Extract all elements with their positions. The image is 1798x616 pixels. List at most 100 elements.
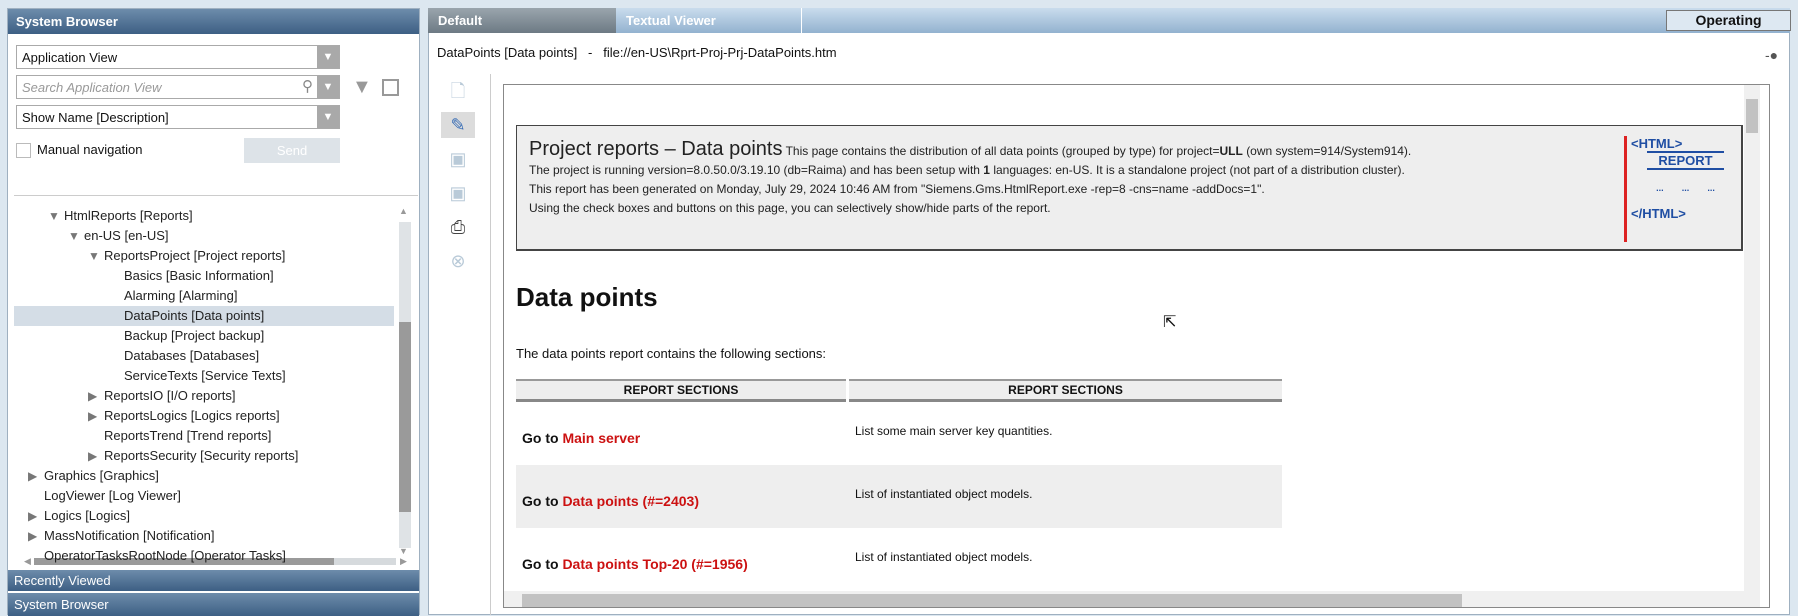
path-url: file://en-US\Rprt-Proj-Prj-DataPoints.ht… (603, 45, 837, 60)
tree-item-label: en-US [en-US] (84, 228, 169, 243)
scroll-left-icon[interactable]: ◀ (24, 556, 31, 565)
expand-right-icon[interactable]: ▶ (88, 389, 98, 403)
html-report-logo: <HTML> REPORT ......... </HTML> (1624, 136, 1724, 242)
expand-right-icon[interactable]: ▶ (28, 509, 38, 523)
tree-item[interactable]: ▼ HtmlReports [Reports] (48, 206, 193, 226)
lang-count: 1 (983, 163, 990, 177)
tree-item[interactable]: ▼ en-US [en-US] (68, 226, 169, 246)
section-link[interactable]: Main server (562, 430, 641, 446)
save-icon[interactable]: ▣ (449, 149, 467, 169)
new-document-icon[interactable]: 🗋 (450, 81, 466, 101)
tree-item[interactable]: Alarming [Alarming] (108, 286, 237, 306)
filter-icon[interactable]: ▼ (352, 76, 372, 98)
section-link[interactable]: Data points Top-20 (#=1956) (562, 556, 748, 572)
tab-textual-viewer[interactable]: Textual Viewer (616, 8, 802, 33)
tree-item[interactable]: ServiceTexts [Service Texts] (108, 366, 286, 386)
section-link[interactable]: Data points (#=2403) (562, 493, 699, 509)
tree-item[interactable]: ▶ ReportsSecurity [Security reports] (88, 446, 298, 466)
tree-item[interactable]: Basics [Basic Information] (108, 266, 274, 286)
system-browser-panel: System Browser Application View ▼ Search … (7, 8, 420, 616)
horizontal-scrollbar[interactable] (504, 591, 1760, 607)
pin-icon[interactable]: -● (1765, 47, 1779, 63)
chevron-down-icon[interactable]: ▼ (317, 106, 339, 128)
divider (490, 74, 491, 615)
section-description: List some main server key quantities. (855, 424, 1053, 438)
horizontal-scroll-thumb[interactable] (522, 594, 1462, 607)
tree-item-label: ReportsSecurity [Security reports] (104, 448, 299, 463)
view-select[interactable]: Application View ▼ (16, 45, 340, 69)
expand-right-icon[interactable]: ▶ (28, 529, 38, 543)
expand-down-icon[interactable]: ▼ (88, 249, 100, 263)
expand-down-icon[interactable]: ▼ (68, 229, 80, 243)
vertical-scroll-thumb[interactable] (1746, 99, 1758, 133)
tree-item-label: OperatorTasksRootNode [Operator Tasks] (44, 548, 286, 563)
scroll-down-icon[interactable]: ▼ (399, 546, 408, 556)
tree-item-label: ReportsLogics [Logics reports] (104, 408, 280, 423)
save-icon[interactable] (382, 79, 399, 96)
horizontal-scrollbar[interactable] (34, 558, 396, 565)
manual-navigation-checkbox[interactable] (16, 143, 31, 158)
tree-item[interactable]: ReportsTrend [Trend reports] (88, 426, 271, 446)
tree-item-label: LogViewer [Log Viewer] (44, 488, 181, 503)
document-viewer: Project reports – Data points This page … (503, 84, 1770, 608)
report-line2: The project is running version=8.0.50.0/… (529, 163, 984, 177)
scroll-up-icon[interactable]: ▲ (399, 206, 408, 216)
chevron-down-icon[interactable]: ▼ (317, 76, 339, 98)
tree-item[interactable]: Backup [Project backup] (108, 326, 264, 346)
tree-item-label: HtmlReports [Reports] (64, 208, 193, 223)
tree-item-label: ReportsIO [I/O reports] (104, 388, 236, 403)
expand-right-icon[interactable]: ▶ (88, 409, 98, 423)
tree-item[interactable]: ▶ ReportsIO [I/O reports] (88, 386, 236, 406)
tree-item[interactable]: OperatorTasksRootNode [Operator Tasks] (28, 546, 286, 565)
tree-item[interactable]: ▶ Graphics [Graphics] (28, 466, 159, 486)
section-description: List of instantiated object models. (855, 487, 1033, 501)
display-select-value: Show Name [Description] (22, 110, 169, 125)
tree-item[interactable]: DataPoints [Data points] (14, 306, 394, 326)
expand-right-icon[interactable]: ▶ (28, 469, 38, 483)
table-row: Go to Data points (#=2403) List of instan… (516, 465, 1282, 528)
mouse-cursor-icon: ⇱ (1163, 314, 1177, 331)
scroll-right-icon[interactable]: ▶ (400, 556, 407, 565)
breadcrumb: DataPoints [Data points] - file://en-US\… (437, 45, 837, 60)
vertical-scroll-thumb[interactable] (399, 322, 411, 512)
tree-item-label: Alarming [Alarming] (124, 288, 238, 303)
search-input[interactable]: Search Application View ⚲ ▼ (16, 75, 340, 99)
send-button[interactable]: Send (244, 138, 340, 163)
tree-item-label: Databases [Databases] (124, 348, 260, 363)
recently-viewed-section[interactable]: Recently Viewed (8, 570, 419, 591)
tree-item[interactable]: ▶ ReportsLogics [Logics reports] (88, 406, 280, 426)
tab-bar (428, 8, 1790, 33)
chevron-down-icon[interactable]: ▼ (317, 46, 339, 68)
tree-item[interactable]: ▶ MassNotification [Notification] (28, 526, 215, 546)
intro-text: The data points report contains the foll… (516, 346, 827, 361)
expand-right-icon[interactable]: ▶ (88, 449, 98, 463)
report-header-box: Project reports – Data points This page … (516, 125, 1743, 251)
vertical-scrollbar[interactable] (399, 222, 411, 548)
report-title: Project reports – Data points (529, 138, 783, 160)
tree-item[interactable]: ▶ Logics [Logics] (28, 506, 130, 526)
horizontal-scroll-thumb[interactable] (34, 558, 334, 565)
manual-navigation-label: Manual navigation (37, 142, 143, 157)
system-browser-section[interactable]: System Browser (8, 593, 419, 616)
goto-prefix: Go to (522, 493, 563, 509)
tree-item[interactable]: ▼ ReportsProject [Project reports] (88, 246, 285, 266)
search-icon[interactable]: ⚲ (302, 78, 313, 95)
edit-pen-icon[interactable]: ✎ (441, 112, 475, 138)
close-circle-icon[interactable]: ⊗ (450, 251, 466, 271)
tree-item[interactable]: LogViewer [Log Viewer] (28, 486, 181, 506)
goto-cell: Go to Data points Top-20 (#=1956) (516, 528, 846, 591)
report-line1: This page contains the distribution of a… (785, 144, 1220, 158)
search-placeholder: Search Application View (22, 80, 162, 95)
table-row: Go to Data points Top-20 (#=1956) List of… (516, 528, 1282, 591)
operating-mode-button[interactable]: Operating (1666, 10, 1791, 31)
save-as-icon[interactable]: ▣ (449, 183, 467, 203)
display-select[interactable]: Show Name [Description] ▼ (16, 105, 340, 129)
tree-item[interactable]: Databases [Databases] (108, 346, 259, 366)
tab-default[interactable]: Default (428, 8, 616, 33)
tree-item-label: Graphics [Graphics] (44, 468, 159, 483)
tree-item-label: Backup [Project backup] (124, 328, 265, 343)
goto-cell: Go to Data points (#=2403) (516, 465, 846, 528)
expand-down-icon[interactable]: ▼ (48, 209, 60, 223)
vertical-scrollbar[interactable] (1744, 85, 1760, 593)
print-icon[interactable]: ⎙ (450, 217, 466, 237)
